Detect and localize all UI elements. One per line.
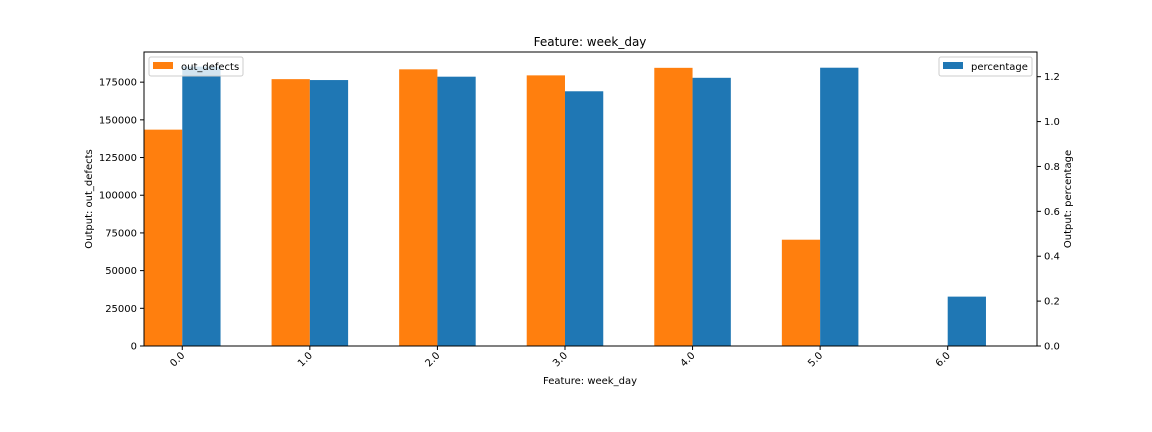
x-tick-label: 1.0 [296,350,315,369]
y-axis-right-label: Output: percentage [1063,150,1074,248]
y-left-tick-label: 175000 [99,78,137,89]
y-left-tick-label: 25000 [105,304,137,315]
y-left-tick-label: 150000 [99,115,137,126]
legend-left-frame [148,56,244,77]
left-axis: 0 25000 50000 75000 100000 125000 150000 175000 [99,78,144,353]
bar-out-defects-4.0 [654,67,693,346]
plot-frame [143,51,1038,347]
bar-percentage-1.0 [309,80,349,346]
bar-percentage-5.0 [820,67,859,346]
bar-out-defects-3.0 [526,75,565,346]
y-right-tick-label: 0.4 [1044,252,1060,263]
y-left-tick-label: 75000 [105,228,137,239]
bar-percentage-2.0 [437,76,476,347]
bar-out-defects-2.0 [399,69,438,346]
x-axis: 0.0 1.0 2.0 3.0 4.0 5.0 6.0 [168,346,953,369]
legend-left: out_defects [148,56,244,77]
chart-title: Feature: week_day [534,35,647,49]
y-right-tick-label: 0.0 [1044,342,1060,353]
legend-right: percentage [938,56,1033,77]
y-right-tick-label: 0.2 [1044,297,1060,308]
x-tick-label: 6.0 [934,350,953,369]
bar-percentage-3.0 [564,91,604,346]
bar-out-defects-1.0 [271,79,310,346]
y-left-tick-label: 50000 [105,266,137,277]
x-tick-label: 4.0 [679,350,698,369]
legend-swatch-percentage [943,62,963,69]
bar-percentage-6.0 [947,296,986,346]
y-left-tick-label: 0 [131,342,137,353]
bar-out-defects-0.0 [144,129,183,346]
x-tick-label: 3.0 [551,350,570,369]
y-right-tick-label: 0.8 [1044,162,1060,173]
y-right-tick-label: 0.6 [1044,207,1060,218]
legend-swatch-out-defects [153,62,173,69]
legend-right-frame [938,56,1033,77]
x-tick-label: 5.0 [806,350,825,369]
y-axis-left-label: Output: out_defects [84,149,95,248]
legend-label-out-defects: out_defects [181,62,239,73]
bar-out-defects-5.0 [781,239,821,346]
y-right-tick-label: 1.2 [1044,72,1060,83]
right-axis: 0.0 0.2 0.4 0.6 0.8 1.0 1.2 [1037,72,1060,353]
bars [144,66,986,347]
y-left-tick-label: 125000 [99,153,137,164]
x-tick-label: 2.0 [424,350,443,369]
legend-label-percentage: percentage [971,62,1028,73]
bar-percentage-4.0 [692,77,731,347]
bar-percentage-0.0 [182,66,221,347]
x-tick-label: 0.0 [168,350,187,369]
y-right-tick-label: 1.0 [1044,117,1060,128]
x-axis-label: Feature: week_day [543,376,637,387]
y-left-tick-label: 100000 [99,191,137,202]
